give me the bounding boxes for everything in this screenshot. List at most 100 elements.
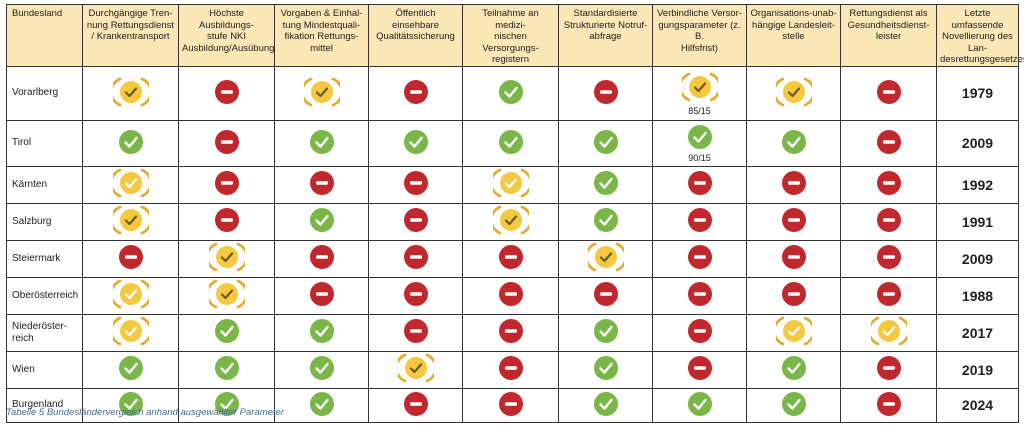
status-cell bbox=[462, 165, 559, 204]
green-check-icon bbox=[118, 129, 144, 158]
status-cell bbox=[462, 276, 559, 315]
status-cell bbox=[652, 202, 747, 241]
table-body: Vorarlberg 85/15 1979 Tirol 90/15 2009 Kärnten… bbox=[6, 65, 1019, 423]
header-cell-10: Letzte umfassende Novellierung des Lan- … bbox=[936, 4, 1024, 67]
table-header-row: Bundesland Durchgängige Tren- nung Rettun… bbox=[6, 4, 1024, 67]
novellation-year: 1988 bbox=[936, 276, 1019, 315]
yellow-check-partial-icon bbox=[394, 352, 437, 387]
red-minus-icon bbox=[214, 207, 240, 236]
yellow-check-partial-icon bbox=[772, 76, 815, 111]
red-minus-icon bbox=[403, 244, 429, 273]
green-check-icon bbox=[781, 129, 807, 158]
status-cell bbox=[368, 119, 463, 167]
red-minus-icon bbox=[498, 355, 524, 384]
status-cell bbox=[840, 202, 937, 241]
status-cell bbox=[274, 202, 369, 241]
novellation-year: 2017 bbox=[936, 313, 1019, 352]
header-cell-5: Teilnahme an medizi- nischen Versorgungs… bbox=[462, 4, 559, 67]
red-minus-icon bbox=[403, 318, 429, 347]
status-cell bbox=[178, 387, 275, 423]
table-row: Oberösterreich 1988 bbox=[6, 276, 1019, 315]
red-minus-icon bbox=[214, 79, 240, 108]
status-cell bbox=[178, 65, 275, 121]
header-cell-9: Rettungsdienst als Gesundheitsdienst- le… bbox=[840, 4, 937, 67]
status-cell bbox=[840, 165, 937, 204]
state-name: Wien bbox=[6, 350, 83, 389]
status-cell bbox=[368, 387, 463, 423]
state-name: Kärnten bbox=[6, 165, 83, 204]
status-cell: 90/15 bbox=[652, 119, 747, 167]
state-name: Tirol bbox=[6, 119, 83, 167]
green-check-icon bbox=[687, 391, 713, 420]
green-check-icon bbox=[118, 355, 144, 384]
status-cell bbox=[652, 387, 747, 423]
yellow-check-partial-icon bbox=[205, 278, 248, 313]
green-check-icon bbox=[214, 355, 240, 384]
status-cell bbox=[840, 239, 937, 278]
table-row: Niederöster- reich 2017 bbox=[6, 313, 1019, 352]
header-cell-7: Verbindliche Versor- gungsparameter (z. … bbox=[652, 4, 747, 67]
green-check-icon bbox=[498, 79, 524, 108]
table-row: Wien 2019 bbox=[6, 350, 1019, 389]
red-minus-icon bbox=[498, 318, 524, 347]
red-minus-icon bbox=[876, 79, 902, 108]
status-cell bbox=[82, 313, 179, 352]
status-cell bbox=[82, 276, 179, 315]
status-cell bbox=[462, 387, 559, 423]
status-cell bbox=[652, 165, 747, 204]
red-minus-icon bbox=[593, 281, 619, 310]
table-row: Steiermark 2009 bbox=[6, 239, 1019, 278]
yellow-check-partial-icon bbox=[109, 167, 152, 202]
table-row: Vorarlberg 85/15 1979 bbox=[6, 65, 1019, 121]
green-check-icon bbox=[593, 391, 619, 420]
status-cell bbox=[462, 119, 559, 167]
state-name: Salzburg bbox=[6, 202, 83, 241]
status-cell bbox=[558, 350, 653, 389]
red-minus-icon bbox=[876, 355, 902, 384]
red-minus-icon bbox=[876, 391, 902, 420]
red-minus-icon bbox=[781, 281, 807, 310]
red-minus-icon bbox=[118, 244, 144, 273]
status-cell bbox=[746, 276, 841, 315]
state-name: Vorarlberg bbox=[6, 65, 83, 121]
status-cell bbox=[558, 119, 653, 167]
yellow-check-partial-icon bbox=[489, 167, 532, 202]
state-name: Steiermark bbox=[6, 239, 83, 278]
status-cell bbox=[274, 276, 369, 315]
yellow-check-partial-icon bbox=[109, 315, 152, 350]
status-cell bbox=[840, 119, 937, 167]
green-check-icon bbox=[309, 207, 335, 236]
table-row: Salzburg 1991 bbox=[6, 202, 1019, 241]
status-cell bbox=[178, 276, 275, 315]
red-minus-icon bbox=[214, 129, 240, 158]
cell-note: 90/15 bbox=[688, 152, 711, 163]
status-cell bbox=[178, 350, 275, 389]
comparison-table: Bundesland Durchgängige Tren- nung Rettun… bbox=[6, 4, 1024, 423]
state-name: Burgenland bbox=[6, 387, 83, 423]
red-minus-icon bbox=[403, 79, 429, 108]
status-cell bbox=[82, 350, 179, 389]
status-cell bbox=[368, 239, 463, 278]
green-check-icon bbox=[781, 355, 807, 384]
green-check-icon bbox=[593, 129, 619, 158]
red-minus-icon bbox=[876, 244, 902, 273]
red-minus-icon bbox=[214, 170, 240, 199]
status-cell bbox=[558, 202, 653, 241]
status-cell bbox=[840, 350, 937, 389]
green-check-icon bbox=[214, 318, 240, 347]
red-minus-icon bbox=[309, 170, 335, 199]
red-minus-icon bbox=[498, 391, 524, 420]
status-cell bbox=[82, 387, 179, 423]
green-check-icon bbox=[593, 355, 619, 384]
status-cell bbox=[462, 202, 559, 241]
green-check-icon bbox=[403, 129, 429, 158]
red-minus-icon bbox=[687, 318, 713, 347]
red-minus-icon bbox=[687, 170, 713, 199]
status-cell bbox=[840, 276, 937, 315]
yellow-check-partial-icon bbox=[109, 76, 152, 111]
cell-note: 85/15 bbox=[688, 105, 711, 116]
red-minus-icon bbox=[781, 207, 807, 236]
green-check-icon bbox=[309, 129, 335, 158]
green-check-icon bbox=[309, 391, 335, 420]
status-cell bbox=[746, 313, 841, 352]
